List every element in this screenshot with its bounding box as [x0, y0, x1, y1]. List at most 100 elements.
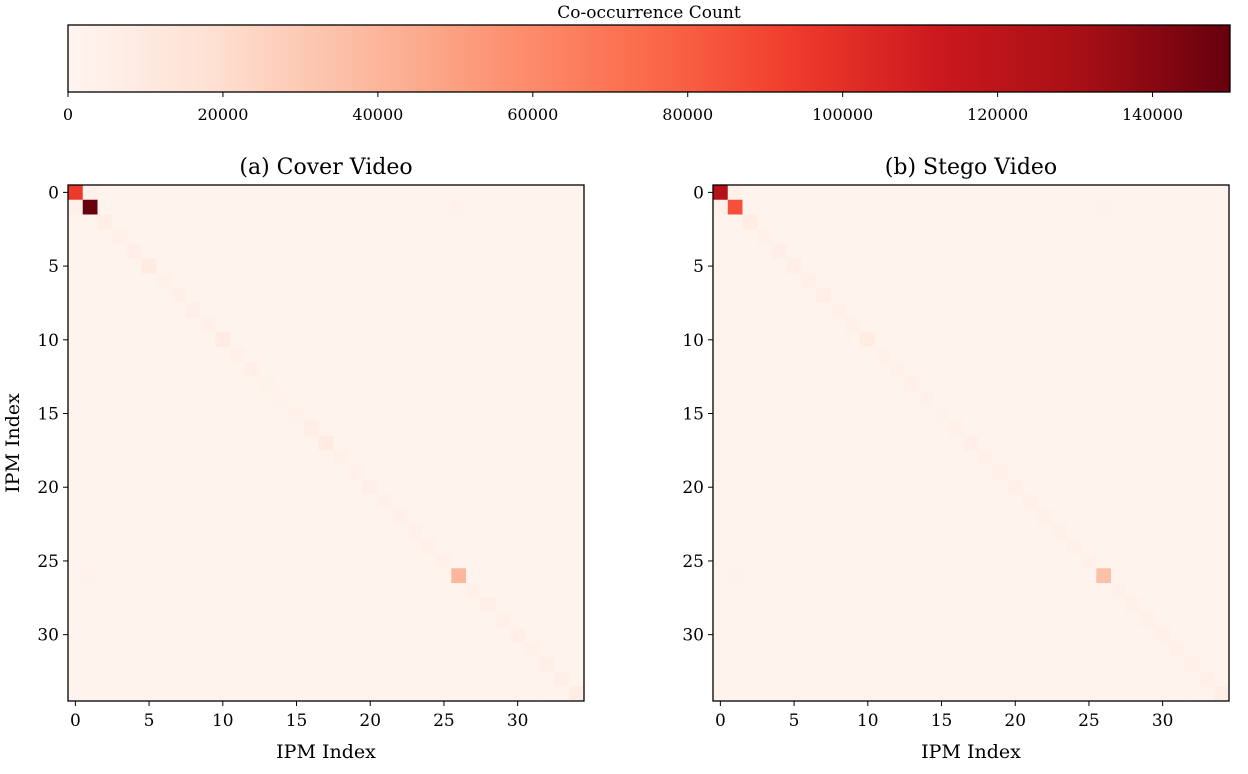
heatmap-cell: [156, 612, 172, 628]
heatmap-cell: [860, 406, 876, 422]
heatmap-cell: [171, 420, 187, 436]
heatmap-cell: [978, 376, 994, 392]
heatmap-cell: [993, 185, 1009, 201]
heatmap-cell: [1155, 612, 1171, 628]
heatmap-cell: [1140, 612, 1156, 628]
heatmap-cell: [185, 435, 201, 451]
heatmap-cell: [1214, 420, 1230, 436]
heatmap-cell: [904, 376, 920, 392]
heatmap-cell: [539, 450, 555, 466]
heatmap-cell: [200, 671, 216, 687]
heatmap-cell: [200, 361, 216, 377]
heatmap-cell: [1022, 317, 1038, 333]
heatmap-cell: [215, 347, 231, 363]
heatmap-cell: [392, 317, 408, 333]
heatmap-cell: [1155, 214, 1171, 230]
heatmap-cell: [215, 243, 231, 260]
heatmap-cell: [156, 214, 172, 230]
heatmap-cell: [480, 612, 496, 628]
heatmap-cell: [919, 347, 935, 363]
heatmap-cell: [875, 347, 891, 363]
heatmap-cell: [948, 627, 964, 643]
heatmap-cell: [569, 214, 585, 230]
heatmap-cell: [554, 391, 570, 407]
heatmap-cell: [348, 347, 364, 363]
heatmap-cell: [126, 361, 143, 377]
heatmap-cell: [963, 671, 979, 687]
heatmap-cell: [377, 317, 393, 333]
heatmap-cell: [757, 406, 773, 422]
heatmap-cell: [816, 229, 832, 245]
heatmap-cell: [978, 406, 994, 422]
heatmap-cell: [436, 642, 452, 658]
heatmap-cell: [801, 435, 817, 451]
heatmap-cell: [289, 435, 305, 451]
heatmap-cell: [1199, 553, 1215, 569]
heatmap-cell: [525, 361, 541, 377]
heatmap-cell: [525, 273, 541, 289]
heatmap-cell: [569, 627, 585, 643]
heatmap-cell: [126, 686, 143, 702]
heatmap-cell: [289, 214, 305, 230]
heatmap-cell: [889, 288, 905, 304]
heatmap-cell: [963, 273, 979, 289]
heatmap-cell: [539, 627, 555, 643]
heatmap-cell: [830, 465, 846, 481]
heatmap-cell: [362, 524, 378, 540]
heatmap-cell: [171, 627, 187, 643]
heatmap-cell: [200, 185, 216, 201]
heatmap-cell: [436, 317, 452, 333]
heatmap-cell: [274, 612, 290, 628]
heatmap-cell: [816, 671, 832, 687]
heatmap-cell: [569, 656, 585, 672]
heatmap-cell: [830, 509, 846, 525]
heatmap-frame: [712, 184, 1230, 702]
heatmap-cell: [727, 273, 743, 289]
heatmap-cell: [318, 524, 334, 540]
heatmap-cell: [830, 288, 846, 304]
heatmap-cell: [289, 317, 305, 333]
heatmap-cell: [362, 553, 378, 569]
heatmap-cell: [126, 612, 143, 628]
heatmap-cell: [156, 391, 172, 407]
heatmap-cell: [816, 583, 832, 599]
y-tick-label: 10: [37, 331, 59, 351]
heatmap-cell: [1199, 199, 1215, 215]
heatmap-cell: [1007, 273, 1023, 289]
heatmap-cell: [757, 317, 773, 333]
heatmap-cell: [1214, 273, 1230, 289]
heatmap-cell: [436, 583, 452, 599]
heatmap-cell: [801, 229, 817, 245]
heatmap-cell: [303, 509, 319, 525]
heatmap-cell: [786, 258, 802, 274]
heatmap-cell: [525, 258, 541, 274]
heatmap-cell: [1037, 391, 1053, 407]
heatmap-cell: [786, 332, 802, 348]
heatmap-cell: [1140, 671, 1156, 687]
heatmap-cell: [377, 302, 393, 318]
heatmap-cell: [112, 686, 128, 702]
heatmap-cell: [1140, 376, 1156, 392]
heatmap-cell: [727, 494, 743, 510]
heatmap-cell: [451, 686, 467, 702]
heatmap-cell: [919, 214, 935, 230]
heatmap-cell: [289, 420, 305, 436]
heatmap-cell: [963, 642, 979, 658]
heatmap-cell: [185, 317, 201, 333]
heatmap-cell: [377, 258, 393, 274]
heatmap-cell: [539, 199, 555, 215]
heatmap-cell: [348, 258, 364, 274]
heatmap-cell: [1096, 656, 1112, 672]
heatmap-cell: [978, 568, 994, 584]
heatmap-cell: [742, 376, 758, 392]
heatmap-cell: [215, 612, 231, 628]
heatmap-cell: [1096, 465, 1112, 481]
heatmap-cell: [333, 435, 349, 451]
heatmap-cell: [215, 258, 231, 274]
heatmap-cell: [421, 420, 437, 436]
heatmap-cell: [713, 302, 729, 318]
heatmap-cell: [244, 273, 260, 289]
heatmap-cell: [963, 583, 979, 599]
heatmap-cell: [771, 494, 788, 510]
heatmap-cell: [97, 243, 113, 260]
